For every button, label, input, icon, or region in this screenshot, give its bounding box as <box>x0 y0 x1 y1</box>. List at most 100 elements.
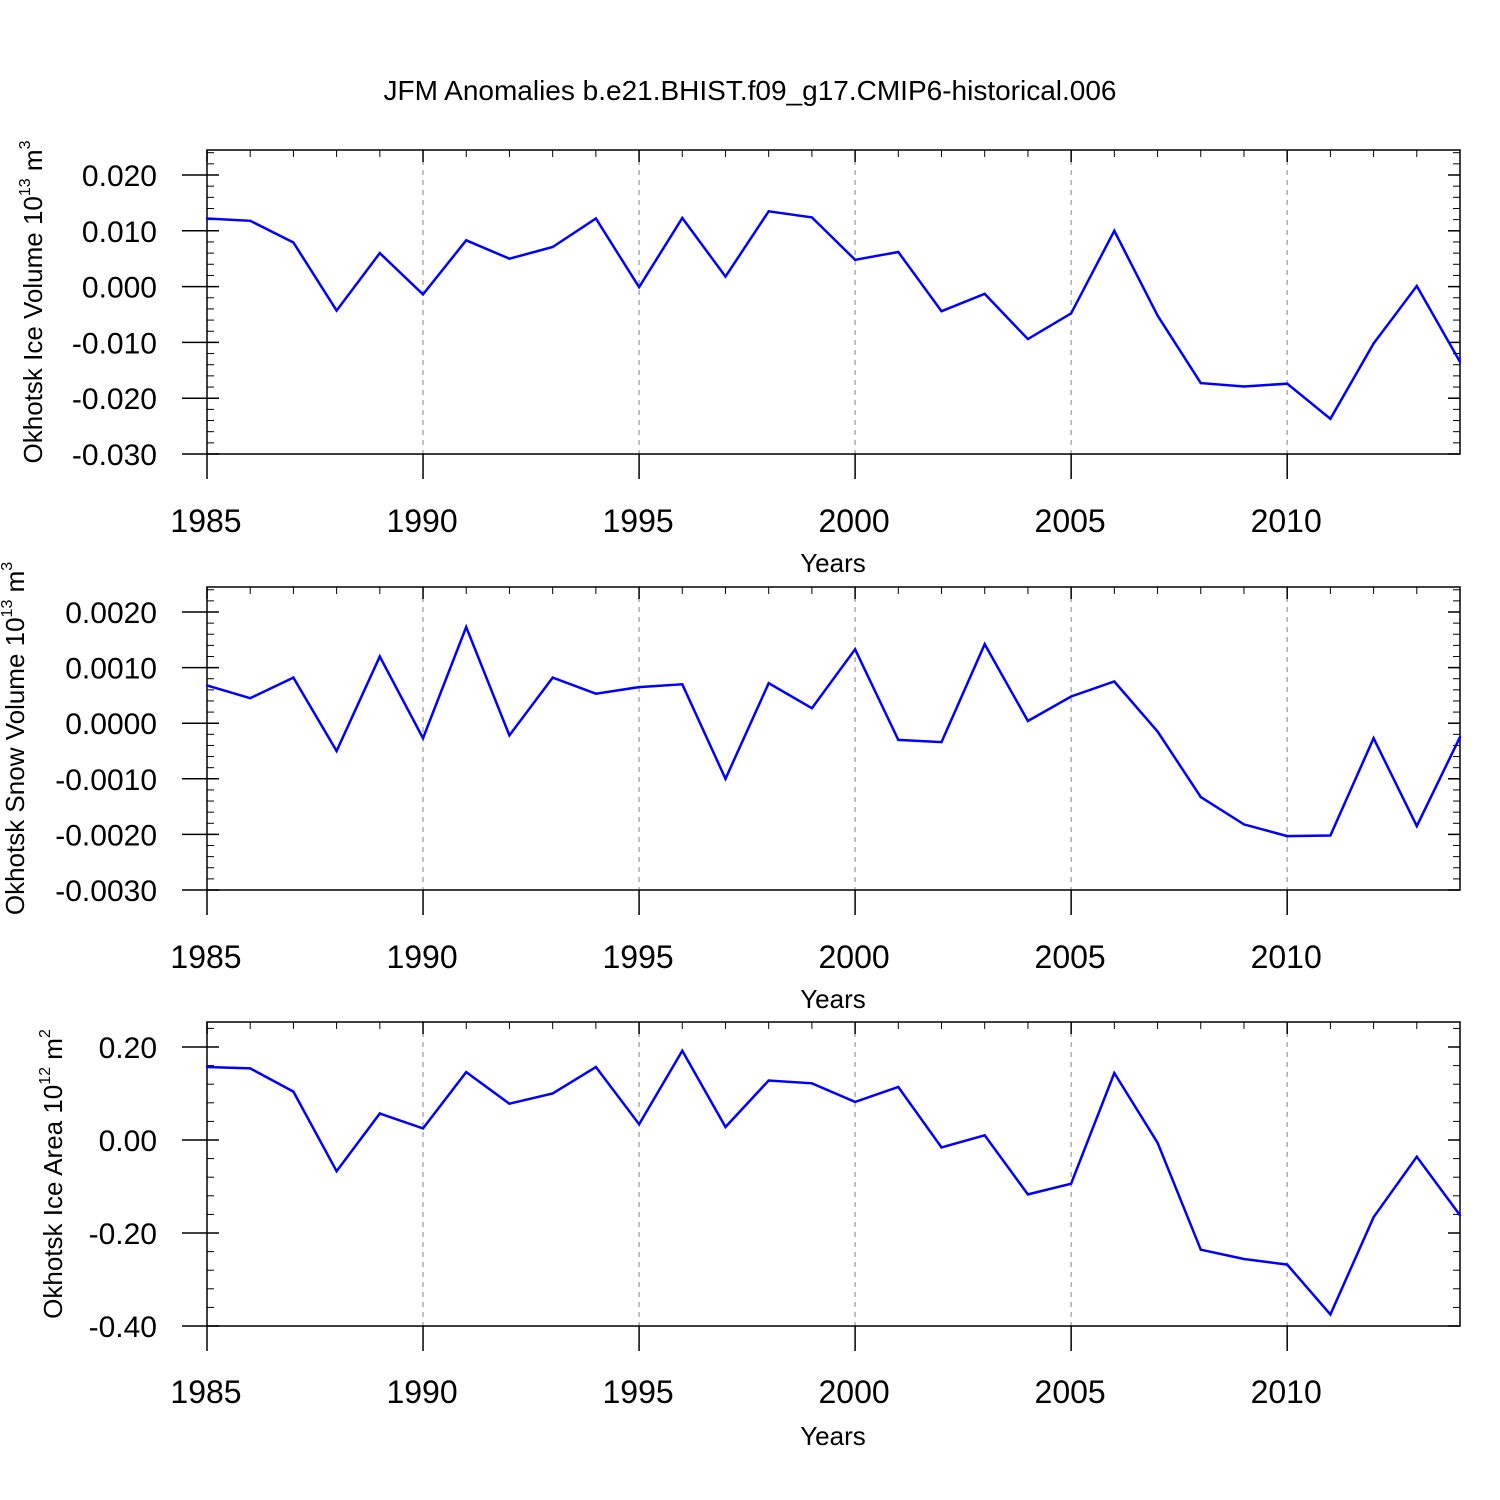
data-point <box>724 1125 727 1129</box>
data-point <box>724 275 727 278</box>
data-point <box>983 643 986 646</box>
x-tick-label: 1995 <box>602 503 673 539</box>
chart-panel-2: 0.0020 0.0010 0.0000 -0.0010 -0.0020 -0.0030 1… <box>0 562 1462 1014</box>
y-tick-label: 0.000 <box>82 272 157 305</box>
data-point <box>853 648 857 651</box>
data-point <box>1372 737 1375 740</box>
data-point <box>378 251 382 255</box>
data-point <box>681 1049 684 1052</box>
data-point <box>551 676 554 679</box>
data-point <box>1113 1071 1116 1075</box>
y-axis-label: Okhotsk Ice Area 1012 m2 <box>37 1029 68 1319</box>
data-point <box>810 1082 814 1085</box>
data-point <box>1199 1248 1202 1251</box>
plot-frame <box>206 586 1461 891</box>
y-tick-label: -0.010 <box>72 327 157 360</box>
x-tick-label: 1990 <box>386 503 457 539</box>
data-point <box>1199 795 1202 799</box>
data-point <box>551 245 554 249</box>
data-point <box>940 1146 943 1149</box>
data-point <box>205 684 209 687</box>
data-point <box>508 734 511 737</box>
data-point <box>551 1092 554 1095</box>
data-point <box>1156 730 1159 733</box>
data-point <box>205 1065 209 1069</box>
data-point <box>378 1112 382 1115</box>
data-point <box>465 1070 468 1074</box>
y-tick-label: 0.020 <box>82 160 157 193</box>
x-tick-label: 1990 <box>386 939 457 975</box>
data-point <box>767 210 770 213</box>
data-point <box>378 655 382 658</box>
data-point <box>681 683 684 686</box>
x-axis-label: Years <box>800 984 866 1014</box>
data-point <box>465 625 468 629</box>
x-tick-label: 1985 <box>170 503 241 539</box>
data-point <box>335 749 338 753</box>
x-tick-label: 1995 <box>602 1374 673 1410</box>
x-tick-label: 2005 <box>1035 939 1106 975</box>
data-point <box>1329 834 1332 837</box>
y-axis-label: Okhotsk Ice Volume 1013 m3 <box>17 140 48 463</box>
y-tick-label: 0.0000 <box>65 708 157 741</box>
data-point <box>1026 337 1030 341</box>
data-point <box>897 1085 900 1089</box>
data-point <box>1372 342 1375 345</box>
data-point <box>1415 284 1418 288</box>
y-tick-label: 0.00 <box>99 1125 157 1158</box>
data-point <box>724 777 727 780</box>
x-tick-label: 2000 <box>819 1374 890 1410</box>
x-tick-label: 1985 <box>170 939 241 975</box>
data-point <box>681 216 684 220</box>
y-tick-label: -0.20 <box>89 1218 157 1251</box>
y-tick-label: -0.0020 <box>55 819 157 852</box>
data-point <box>637 1122 641 1126</box>
chart-panel-3: 0.20 0.00 -0.20 -0.40 1985 1990 1995 2000 2005 20… <box>37 1021 1462 1451</box>
data-point <box>594 1065 598 1069</box>
y-tick-label: -0.030 <box>72 439 157 472</box>
data-point <box>1285 834 1289 838</box>
data-point <box>421 737 425 740</box>
data-point <box>1372 1215 1375 1219</box>
data-point <box>637 685 641 689</box>
data-point <box>1329 1313 1332 1316</box>
data-point <box>1156 1141 1159 1144</box>
data-point <box>421 1127 425 1130</box>
data-point <box>465 239 468 242</box>
data-point <box>983 1134 986 1137</box>
chart-panel-1: 0.020 0.010 0.000 -0.010 -0.020 -0.030 1985 199… <box>17 140 1462 578</box>
data-point <box>1285 1263 1289 1266</box>
data-point <box>810 216 814 219</box>
y-tick-label: 0.20 <box>99 1032 157 1065</box>
x-tick-label: 1985 <box>170 1374 241 1410</box>
data-point <box>1242 823 1246 826</box>
data-point <box>1242 1257 1246 1261</box>
y-tick-label: -0.40 <box>89 1311 157 1344</box>
data-point <box>1329 417 1332 421</box>
data-point <box>594 692 598 695</box>
x-tick-label: 2010 <box>1251 503 1322 539</box>
plot-frame <box>206 1021 1461 1327</box>
x-tick-label: 2000 <box>819 939 890 975</box>
data-point <box>1156 314 1159 317</box>
data-point <box>335 309 338 312</box>
data-point <box>637 285 641 289</box>
data-point <box>940 309 943 313</box>
data-point <box>1069 695 1073 698</box>
series-line <box>206 209 1462 421</box>
x-tick-label: 1990 <box>386 1374 457 1410</box>
data-point <box>1285 382 1289 385</box>
y-tick-label: -0.0030 <box>55 875 157 908</box>
y-tick-label: 0.0020 <box>65 597 157 630</box>
data-point <box>421 293 425 296</box>
y-tick-label: 0.010 <box>82 216 157 249</box>
data-point <box>1415 1155 1418 1158</box>
y-tick-label: -0.0010 <box>55 764 157 797</box>
y-tick-label: 0.0010 <box>65 653 157 686</box>
data-point <box>897 250 900 254</box>
x-tick-label: 2005 <box>1035 503 1106 539</box>
data-point <box>897 738 900 742</box>
data-point <box>1069 312 1073 315</box>
data-point <box>335 1169 338 1173</box>
